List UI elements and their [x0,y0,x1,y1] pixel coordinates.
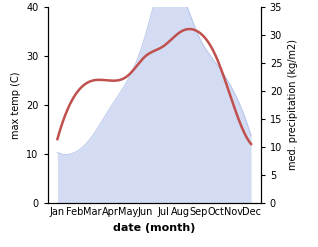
Y-axis label: med. precipitation (kg/m2): med. precipitation (kg/m2) [288,40,298,170]
Y-axis label: max temp (C): max temp (C) [11,71,21,139]
X-axis label: date (month): date (month) [113,223,196,233]
